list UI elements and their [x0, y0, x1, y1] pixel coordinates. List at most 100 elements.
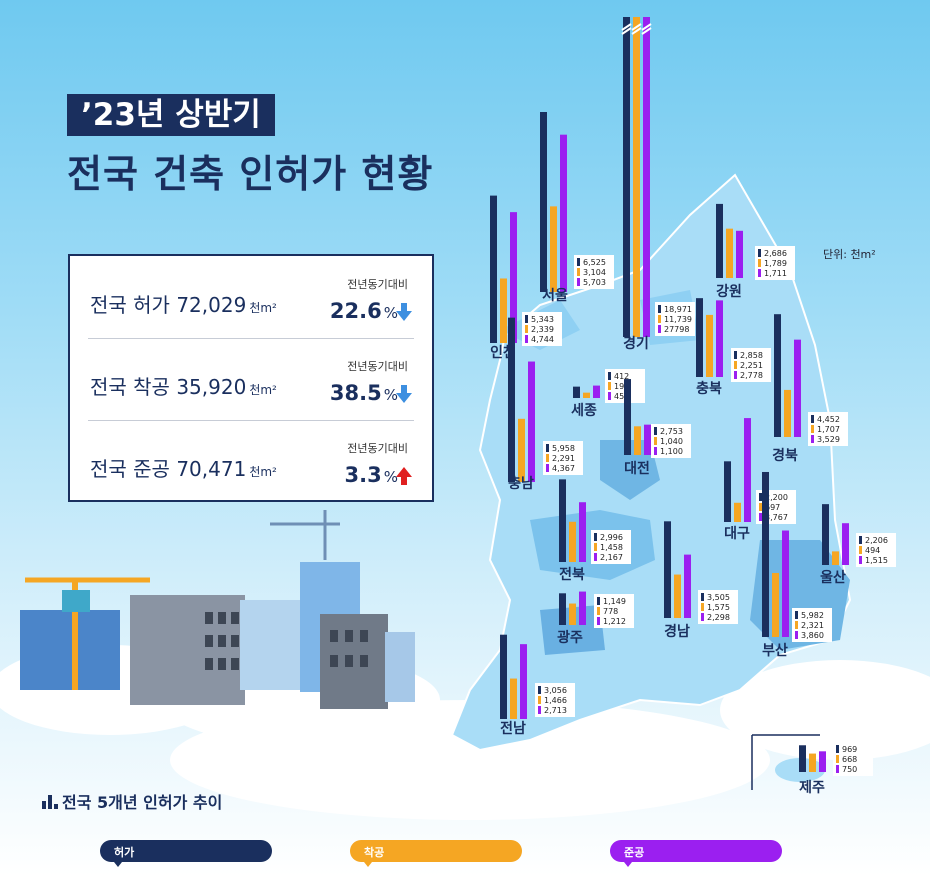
- value-box: [698, 590, 738, 624]
- value-marker: [594, 533, 597, 541]
- value-marker: [836, 755, 839, 763]
- value-marker: [597, 607, 600, 615]
- bar-서울-허가: [540, 112, 547, 292]
- data-label: 2,339: [531, 325, 554, 334]
- value-box: [792, 608, 832, 642]
- value-box: [808, 412, 848, 446]
- value-box: [535, 683, 575, 717]
- value-box: [755, 246, 795, 280]
- trend-label: 전국 5개년 인허가 추이: [62, 793, 223, 812]
- data-label: 2,321: [801, 621, 824, 630]
- region-label: 제주: [799, 780, 825, 796]
- yoy-percent: 38.5: [329, 381, 382, 405]
- bar-경남-허가: [664, 521, 671, 618]
- legend-label: 준공: [624, 846, 645, 859]
- value-marker: [594, 543, 597, 551]
- bar-인천-허가: [490, 195, 497, 343]
- legend-label: 착공: [364, 846, 385, 859]
- data-label: 697: [765, 503, 780, 512]
- value-marker: [758, 269, 761, 277]
- bar-충북-착공: [706, 314, 713, 377]
- value-marker: [795, 631, 798, 639]
- data-label: 5,343: [531, 315, 554, 324]
- value-box: [591, 530, 631, 564]
- summary-row-completion: 전국 준공 70,471 천m² 전년동기대비 3.3%: [70, 420, 432, 500]
- bar-충남-허가: [508, 317, 515, 482]
- value-marker: [608, 382, 611, 390]
- value-marker: [734, 351, 737, 359]
- bar-경북-준공: [794, 339, 801, 437]
- data-label: 2,753: [660, 427, 683, 436]
- bar-충남-착공: [518, 418, 525, 482]
- value-marker: [546, 464, 549, 472]
- value-marker: [734, 371, 737, 379]
- bar-대구-준공: [744, 418, 751, 522]
- bar-강원-착공: [726, 228, 733, 278]
- yoy-percent: 3.3: [344, 463, 382, 487]
- arrow-up-icon: [396, 467, 412, 485]
- value-marker: [577, 268, 580, 276]
- value-marker: [538, 686, 541, 694]
- bar-경북-허가: [774, 314, 781, 437]
- bar-chart-icon: [42, 795, 58, 809]
- value-marker: [594, 553, 597, 561]
- data-label: 2,996: [600, 533, 623, 542]
- arrow-down-icon: [396, 385, 412, 403]
- data-label: 4,744: [531, 335, 554, 344]
- data-label: 4,367: [552, 464, 575, 473]
- region-label: 전북: [559, 566, 585, 583]
- value-marker: [546, 454, 549, 462]
- bar-광주-착공: [569, 603, 576, 625]
- value-marker: [759, 513, 762, 521]
- bar-충북-허가: [696, 298, 703, 377]
- data-label: 2,713: [544, 706, 567, 715]
- data-label: 3,860: [801, 631, 824, 640]
- region-label: 서울: [542, 287, 568, 304]
- data-label: 1,100: [660, 447, 683, 456]
- region-label: 충북: [696, 381, 722, 397]
- data-label: 3,056: [544, 686, 567, 695]
- data-label: 2,298: [707, 613, 730, 622]
- bar-제주-착공: [809, 753, 816, 772]
- region-label: 강원: [716, 283, 742, 300]
- value-marker: [701, 613, 704, 621]
- bar-인천-준공: [510, 212, 517, 343]
- summary-label: 전국 착공: [90, 375, 170, 399]
- data-label: 3,529: [817, 435, 840, 444]
- value-marker: [701, 593, 704, 601]
- value-marker: [525, 325, 528, 333]
- data-label: 450: [614, 392, 629, 401]
- bar-전남-착공: [510, 678, 517, 719]
- value-marker: [654, 437, 657, 445]
- bar-전북-착공: [569, 521, 576, 562]
- data-label: 2,200: [765, 493, 788, 502]
- region-label: 부산: [762, 642, 788, 659]
- arrow-down-icon: [396, 303, 412, 321]
- data-label: 1,149: [603, 597, 626, 606]
- period-title: ’23년 상반기: [67, 94, 275, 136]
- summary-value: 72,029: [176, 293, 247, 317]
- value-box: [651, 424, 691, 458]
- data-label: 2,206: [865, 536, 888, 545]
- bar-충북-준공: [716, 300, 723, 377]
- summary-unit: 천m²: [249, 383, 277, 397]
- legend-label: 허가: [114, 846, 135, 859]
- value-box: [594, 594, 634, 628]
- bar-경남-준공: [684, 554, 691, 618]
- bar-울산-착공: [832, 551, 839, 565]
- region-label: 경남: [664, 623, 690, 640]
- value-box: [655, 302, 695, 336]
- value-marker: [759, 503, 762, 511]
- data-label: 1,711: [764, 269, 787, 278]
- data-label: 11,739: [664, 315, 692, 324]
- data-label: 750: [842, 765, 857, 774]
- page-title: 전국 건축 인허가 현황: [67, 152, 434, 196]
- value-marker: [859, 556, 862, 564]
- bar-전북-허가: [559, 479, 566, 562]
- value-box: [856, 533, 896, 567]
- data-label: 1,466: [544, 696, 567, 705]
- divider: [88, 420, 414, 421]
- bar-경남-착공: [674, 574, 681, 618]
- value-marker: [658, 315, 661, 323]
- data-label: 6,525: [583, 258, 606, 267]
